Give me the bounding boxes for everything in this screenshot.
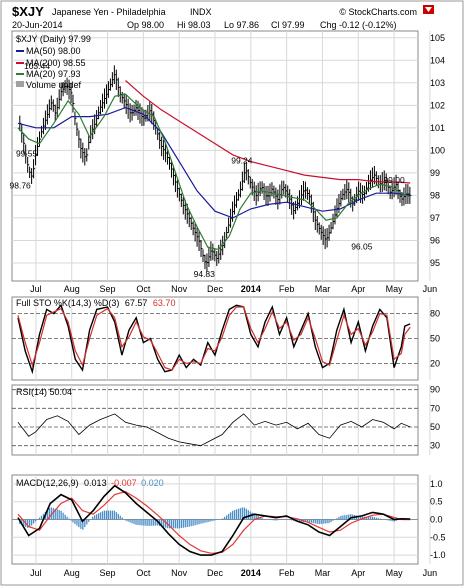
watermark-text: © StockCharts.com — [339, 7, 417, 17]
rsi-line — [17, 413, 411, 447]
x-tick-label: Jun — [423, 284, 438, 294]
rsi-legend: RSI(14) 50.04 — [16, 387, 72, 397]
price-annotation: 99.24 — [231, 155, 253, 165]
sto-legend-k: 67.57 — [125, 298, 148, 308]
y-tick-label: 0.5 — [430, 497, 443, 507]
y-tick-label: 20 — [430, 358, 440, 368]
ma20-line — [17, 93, 411, 251]
x-tick-label: 2014 — [241, 568, 261, 578]
legend-price: $XJY (Daily) 97.99 — [16, 34, 91, 44]
y-tick-label: 101 — [430, 123, 445, 133]
macd-legend-signal: -0.007 — [111, 478, 137, 488]
y-tick-label: 90 — [430, 385, 440, 395]
y-tick-label: -0.5 — [430, 532, 446, 542]
x-tick-label: 2014 — [241, 284, 261, 294]
macd-legend-hist: 0.020 — [141, 478, 164, 488]
legend-ma20: MA(20) 97.93 — [26, 69, 81, 79]
x-tick-label: Feb — [279, 568, 295, 578]
x-tick-label: Nov — [171, 284, 188, 294]
svg-text:Op 98.00: Op 98.00 — [127, 20, 164, 30]
y-tick-label: 50 — [430, 334, 440, 344]
y-tick-label: 0.0 — [430, 515, 443, 525]
y-tick-label: 103 — [430, 78, 445, 88]
x-tick-label: Dec — [207, 568, 224, 578]
y-tick-label: 99 — [430, 168, 440, 178]
x-tick-label: Sep — [100, 568, 116, 578]
legend-volume: Volume undef — [26, 80, 82, 90]
svg-text:Full STO %K(14,3) %D(3): Full STO %K(14,3) %D(3) 67.57 63.70 — [16, 298, 175, 308]
y-tick-label: 97 — [430, 213, 440, 223]
legend-ma50: MA(50) 98.00 — [26, 46, 81, 56]
y-tick-label: 70 — [430, 403, 440, 413]
price-annotation: 96.05 — [351, 241, 373, 251]
stochastic-legend: Full STO %K(14,3) %D(3) 67.57 63.70 — [16, 298, 175, 308]
rsi-legend-text: RSI(14) 50.04 — [16, 387, 72, 397]
y-tick-label: 95 — [430, 258, 440, 268]
x-tick-label: Aug — [64, 284, 80, 294]
chart-symbol: $XJY — [12, 4, 44, 19]
y-tick-label: -1.0 — [430, 550, 446, 560]
sto-legend-d: 63.70 — [153, 298, 176, 308]
x-tick-label: Aug — [64, 568, 80, 578]
price-annotation: 99.00 — [383, 175, 405, 185]
x-tick-label: Oct — [136, 284, 151, 294]
price-annotation: 94.83 — [194, 269, 216, 279]
x-tick-label: Jul — [30, 284, 42, 294]
macd-legend-label: MACD(12,26,9) — [16, 478, 79, 488]
y-tick-label: 98 — [430, 190, 440, 200]
svg-text:Hi 98.03: Hi 98.03 — [177, 20, 211, 30]
x-tick-label: May — [386, 284, 404, 294]
chart-date: 20-Jun-2014 — [12, 20, 63, 30]
y-tick-label: 96 — [430, 235, 440, 245]
y-tick-label: 105 — [430, 33, 445, 43]
x-tick-label: Jul — [30, 568, 42, 578]
x-tick-label: Mar — [315, 284, 331, 294]
macd-line — [17, 484, 411, 556]
price-annotation: 99.55 — [16, 149, 38, 159]
y-tick-label: 100 — [430, 145, 445, 155]
y-tick-label: 80 — [430, 309, 440, 319]
macd-legend-macd: 0.013 — [84, 478, 107, 488]
y-tick-label: 104 — [430, 55, 445, 65]
price-legend: $XJY (Daily) 97.99 MA(50) 98.00 MA(200) … — [16, 34, 91, 90]
chart-instrument-name: Japanese Yen - Philadelphia — [52, 7, 166, 17]
legend-ma200: MA(200) 98.55 — [26, 58, 86, 68]
sto_d-line — [17, 306, 411, 371]
svg-text:Cl 97.99: Cl 97.99 — [271, 20, 305, 30]
svg-text:Lo 97.86: Lo 97.86 — [224, 20, 259, 30]
y-tick-label: 30 — [430, 441, 440, 451]
price-annotation: 98.76 — [10, 180, 32, 190]
x-tick-label: Mar — [315, 568, 331, 578]
y-tick-label: 102 — [430, 100, 445, 110]
x-tick-label: Dec — [207, 284, 224, 294]
y-tick-label: 1.0 — [430, 479, 443, 489]
chart-menu-icon[interactable] — [423, 5, 434, 14]
y-tick-label: 50 — [430, 422, 440, 432]
price-annotation: 103.44 — [24, 61, 50, 71]
x-tick-label: Oct — [136, 568, 151, 578]
x-tick-label: Sep — [100, 284, 116, 294]
x-tick-label: Apr — [351, 568, 365, 578]
svg-text:Chg -0.12 (-0.12%): Chg -0.12 (-0.12%) — [320, 20, 397, 30]
x-tick-label: Feb — [279, 284, 295, 294]
svg-text:MACD(12,26,9) 0.013: MACD(12,26,9) 0.013 -0.007 0.020 — [16, 478, 164, 488]
sto-legend-label: Full STO %K(14,3) %D(3) — [16, 298, 119, 308]
ma200-line — [125, 80, 411, 184]
ohlc-summary: Op 98.00 Hi 98.03 Lo 97.86 Cl 97.99 Chg … — [127, 20, 397, 30]
macd-legend: MACD(12,26,9) 0.013 -0.007 0.020 — [16, 478, 164, 488]
x-tick-label: May — [386, 568, 404, 578]
x-tick-label: Jun — [423, 568, 438, 578]
x-tick-label: Nov — [171, 568, 188, 578]
chart-exchange: INDX — [190, 7, 212, 17]
x-tick-label: Apr — [351, 284, 365, 294]
